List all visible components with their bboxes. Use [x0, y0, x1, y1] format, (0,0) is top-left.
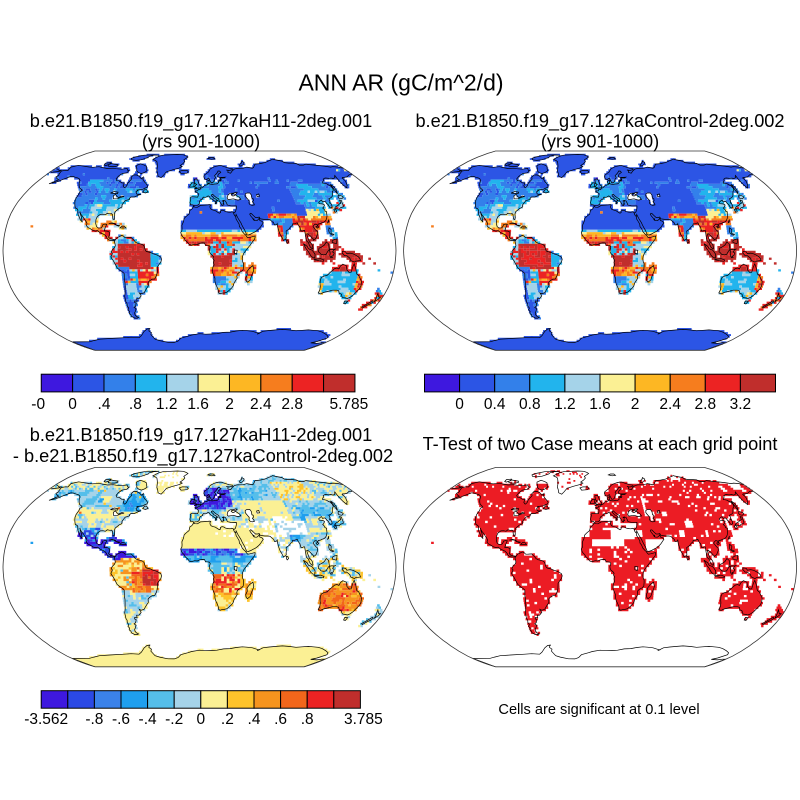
svg-text:0: 0 [196, 711, 205, 728]
svg-text:2.4: 2.4 [250, 396, 272, 413]
svg-text:T-Test of two Case means at ea: T-Test of two Case means at each grid po… [423, 434, 778, 454]
svg-text:.4: .4 [248, 711, 261, 728]
svg-text:2: 2 [631, 396, 640, 413]
svg-text:2.8: 2.8 [695, 396, 717, 413]
svg-text:(yrs 901-1000): (yrs 901-1000) [541, 132, 659, 152]
svg-text:-.2: -.2 [165, 711, 183, 728]
svg-text:ANN AR (gC/m^2/d): ANN AR (gC/m^2/d) [298, 70, 503, 96]
svg-text:2.4: 2.4 [659, 396, 681, 413]
svg-text:1.6: 1.6 [589, 396, 611, 413]
svg-text:.4: .4 [98, 396, 111, 413]
svg-text:1.6: 1.6 [187, 396, 209, 413]
svg-text:-.6: -.6 [112, 711, 130, 728]
svg-text:3.785: 3.785 [344, 711, 383, 728]
svg-text:0.4: 0.4 [484, 396, 506, 413]
svg-text:b.e21.B1850.f19_g17.127kaH11-2: b.e21.B1850.f19_g17.127kaH11-2deg.001 [30, 425, 373, 446]
svg-text:1.2: 1.2 [554, 396, 576, 413]
svg-text:2.8: 2.8 [281, 396, 303, 413]
svg-text:- b.e21.B1850.f19_g17.127kaCon: - b.e21.B1850.f19_g17.127kaControl-2deg.… [13, 446, 393, 467]
svg-text:.8: .8 [129, 396, 142, 413]
svg-text:-.4: -.4 [139, 711, 157, 728]
svg-text:1.2: 1.2 [156, 396, 178, 413]
svg-text:3.2: 3.2 [730, 396, 752, 413]
svg-text:5.785: 5.785 [330, 396, 369, 413]
svg-text:0: 0 [455, 396, 464, 413]
svg-text:2: 2 [225, 396, 234, 413]
svg-text:-3.562: -3.562 [24, 711, 68, 728]
svg-text:(yrs 901-1000): (yrs 901-1000) [142, 132, 260, 152]
svg-text:-.8: -.8 [85, 711, 103, 728]
svg-text:.8: .8 [301, 711, 314, 728]
svg-text:.2: .2 [221, 711, 234, 728]
svg-text:b.e21.B1850.f19_g17.127kaContr: b.e21.B1850.f19_g17.127kaControl-2deg.00… [415, 111, 784, 132]
svg-text:Cells are significant at 0.1 l: Cells are significant at 0.1 level [498, 702, 699, 718]
svg-text:-0: -0 [31, 396, 45, 413]
svg-text:0.8: 0.8 [519, 396, 541, 413]
svg-text:0: 0 [68, 396, 77, 413]
svg-text:.6: .6 [274, 711, 287, 728]
svg-text:b.e21.B1850.f19_g17.127kaH11-2: b.e21.B1850.f19_g17.127kaH11-2deg.001 [30, 111, 373, 132]
